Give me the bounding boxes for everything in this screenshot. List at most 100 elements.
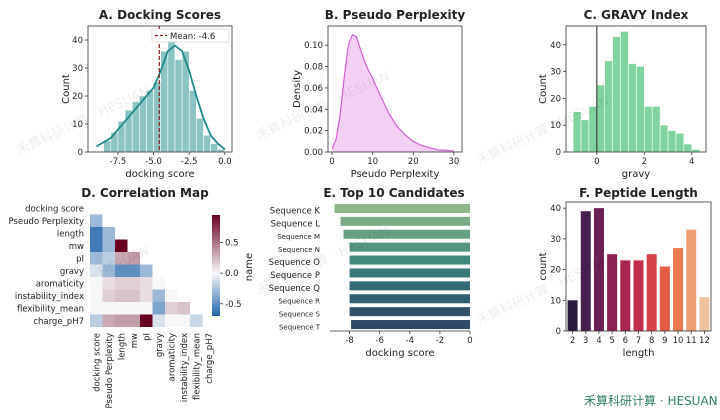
heatmap-cell [115, 264, 128, 277]
histogram-bar [167, 39, 176, 153]
x-tick-label: 4 [596, 336, 601, 346]
heatmap-cell [102, 264, 115, 277]
length-bar [567, 300, 578, 331]
y-tick-label: 0 [78, 148, 83, 158]
candidate-bar [349, 281, 470, 291]
candidate-bar [349, 242, 470, 252]
candidate-bar [334, 203, 470, 213]
heatmap-cell [152, 302, 165, 315]
y-tick-label: 40 [550, 41, 561, 51]
y-tick-label: 20 [550, 266, 561, 276]
x-tick-label: -7.5 [110, 157, 127, 167]
heatmap-cell [152, 289, 165, 302]
heatmap-cell [102, 252, 115, 265]
histogram-bar [628, 63, 637, 153]
heatmap-col-label: length [117, 333, 127, 360]
heatmap-cell [140, 289, 153, 302]
colorbar-tick-label: 0.5 [225, 239, 239, 249]
length-bar [673, 248, 684, 331]
category-label: Sequence Q [269, 284, 321, 294]
x-tick-label: 4 [689, 157, 694, 167]
chart-d-title: D. Correlation Map [81, 186, 209, 200]
y-axis-label: name [244, 253, 255, 281]
heatmap-cell [102, 239, 115, 252]
y-tick-label: 0 [556, 148, 561, 158]
length-bar [646, 254, 657, 331]
heatmap-cell [102, 302, 115, 315]
chart-a-axes [87, 25, 233, 153]
y-tick-label: 10 [72, 120, 83, 130]
chart-e-title: E. Top 10 Candidates [323, 186, 464, 200]
y-tick-label: 30 [550, 235, 561, 245]
density-area [332, 34, 454, 152]
colorbar-tick-label: 0.0 [225, 269, 239, 279]
chart-a-title: A. Docking Scores [99, 8, 221, 22]
heatmap-col-label: docking score [92, 333, 102, 392]
x-tick-label: 5 [609, 336, 614, 346]
x-tick-label: 9 [662, 336, 667, 346]
category-label: Sequence N [278, 246, 320, 254]
y-axis-label: Count [538, 74, 549, 104]
heatmap-cell [127, 314, 140, 327]
heatmap-row-label: flexibility_mean [17, 304, 84, 314]
y-axis-label: count [538, 252, 549, 280]
category-label: Sequence K [270, 206, 321, 216]
length-bar [699, 297, 710, 331]
candidate-bar [343, 229, 470, 239]
heatmap-row-label: charge_pH7 [33, 317, 84, 327]
length-bar [686, 229, 697, 331]
category-label: Sequence T [279, 323, 321, 331]
chart-f-title: F. Peptide Length [579, 186, 698, 200]
y-tick-label: 20 [72, 92, 83, 102]
histogram-bar [580, 119, 590, 153]
x-axis-label: docking score [365, 348, 434, 359]
heatmap-cell [90, 314, 103, 327]
heatmap-cell [102, 314, 115, 327]
histogram-bar [203, 134, 211, 153]
y-tick-label: 0.06 [304, 84, 323, 94]
heatmap-row-label: Pseudo Perplexity [9, 217, 84, 227]
heatmap-cell [127, 277, 140, 290]
heatmap-cell [90, 264, 103, 277]
heatmap-cell [165, 289, 178, 302]
candidate-bar [349, 307, 470, 317]
category-label: Sequence L [271, 219, 321, 229]
heatmap-row-label: mw [69, 242, 84, 252]
heatmap-cell [102, 289, 115, 302]
histogram-bar [675, 132, 685, 153]
heatmap-cell [165, 314, 178, 327]
heatmap-cell [177, 302, 190, 315]
histogram-bar [146, 90, 154, 153]
x-tick-label: -2 [436, 336, 444, 346]
heatmap-col-label: instability_index [180, 333, 190, 402]
chart-b-axes [327, 25, 463, 153]
heatmap-col-label: aromaticity [167, 333, 177, 381]
x-tick-label: 10 [673, 336, 684, 346]
candidate-bar [340, 216, 470, 226]
histogram-bar [210, 143, 219, 153]
x-tick-label: 0 [594, 157, 599, 167]
y-tick-label: 0.10 [304, 41, 323, 51]
heatmap-row-label: pI [76, 254, 84, 264]
histogram-bar [683, 143, 693, 153]
heatmap-row-label: aromaticity [36, 279, 84, 289]
chart-f-axes [565, 201, 712, 332]
histogram-bar [588, 106, 598, 153]
histogram-bar [174, 59, 183, 153]
heatmap-cell [127, 264, 140, 277]
histogram-bar [596, 84, 606, 153]
y-tick-label: 0.00 [304, 148, 323, 158]
category-label: Sequence M [277, 233, 320, 241]
histogram-bar [110, 132, 119, 153]
chart-c-axes [565, 25, 707, 153]
histogram-bar [651, 106, 661, 153]
x-tick-label: 20 [408, 157, 419, 167]
x-axis-label: Pseudo Perplexity [351, 169, 440, 180]
heatmap-cell [127, 302, 140, 315]
heatmap-cell [115, 252, 128, 265]
x-axis-label: gravy [622, 169, 651, 180]
histogram-bar [659, 124, 669, 153]
histogram-bar [188, 90, 197, 153]
x-tick-label: 8 [649, 336, 654, 346]
